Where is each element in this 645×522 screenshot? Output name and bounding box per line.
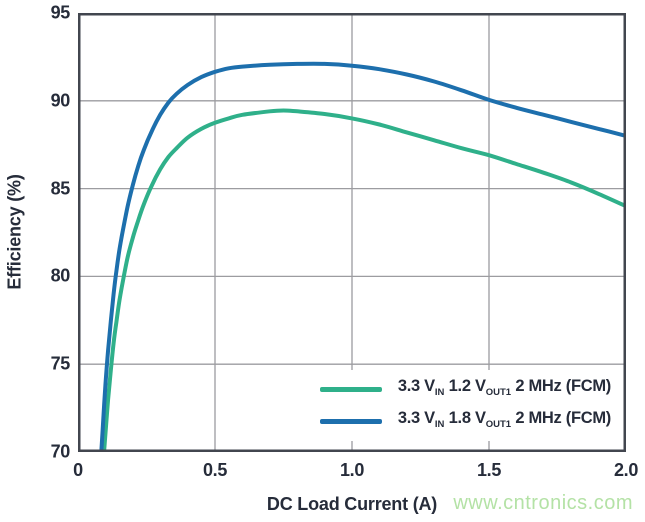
y-tick-label: 95	[50, 2, 71, 23]
plot-area: 3.3 VIN 1.2 VOUT1 2 MHz (FCM) 3.3 VIN 1.8…	[78, 13, 626, 452]
y-tick-label: 85	[50, 178, 71, 199]
y-tick-label: 70	[50, 441, 71, 462]
x-axis-title: DC Load Current (A)	[266, 494, 438, 514]
x-tick-label: 0	[73, 460, 83, 480]
x-tick-label: 0.5	[202, 460, 228, 480]
series-curve-0	[102, 108, 626, 452]
legend-swatch	[319, 419, 382, 424]
legend-item: 3.3 VIN 1.8 VOUT1 2 MHz (FCM)	[319, 407, 611, 436]
plot-frame	[78, 13, 626, 452]
legend-label: 3.3 VIN 1.8 VOUT1 2 MHz (FCM)	[397, 409, 611, 430]
y-tick-label: 75	[50, 353, 71, 374]
y-tick-label: 90	[50, 90, 71, 111]
x-tick-label: 1.0	[339, 460, 365, 480]
legend-item: 3.3 VIN 1.2 VOUT1 2 MHz (FCM)	[319, 375, 611, 404]
watermark: www.cntronics.com	[453, 492, 633, 514]
y-axis-title: Efficiency (%)	[4, 174, 25, 290]
x-tick-label: 1.5	[476, 460, 502, 480]
chart-canvas	[78, 13, 626, 452]
y-tick-label: 80	[50, 265, 71, 286]
x-tick-label: 2.0	[613, 460, 639, 480]
legend-swatch	[319, 387, 382, 392]
series-curve-1	[99, 61, 626, 452]
legend-label: 3.3 VIN 1.2 VOUT1 2 MHz (FCM)	[397, 377, 611, 398]
legend: 3.3 VIN 1.2 VOUT1 2 MHz (FCM) 3.3 VIN 1.8…	[307, 370, 619, 441]
